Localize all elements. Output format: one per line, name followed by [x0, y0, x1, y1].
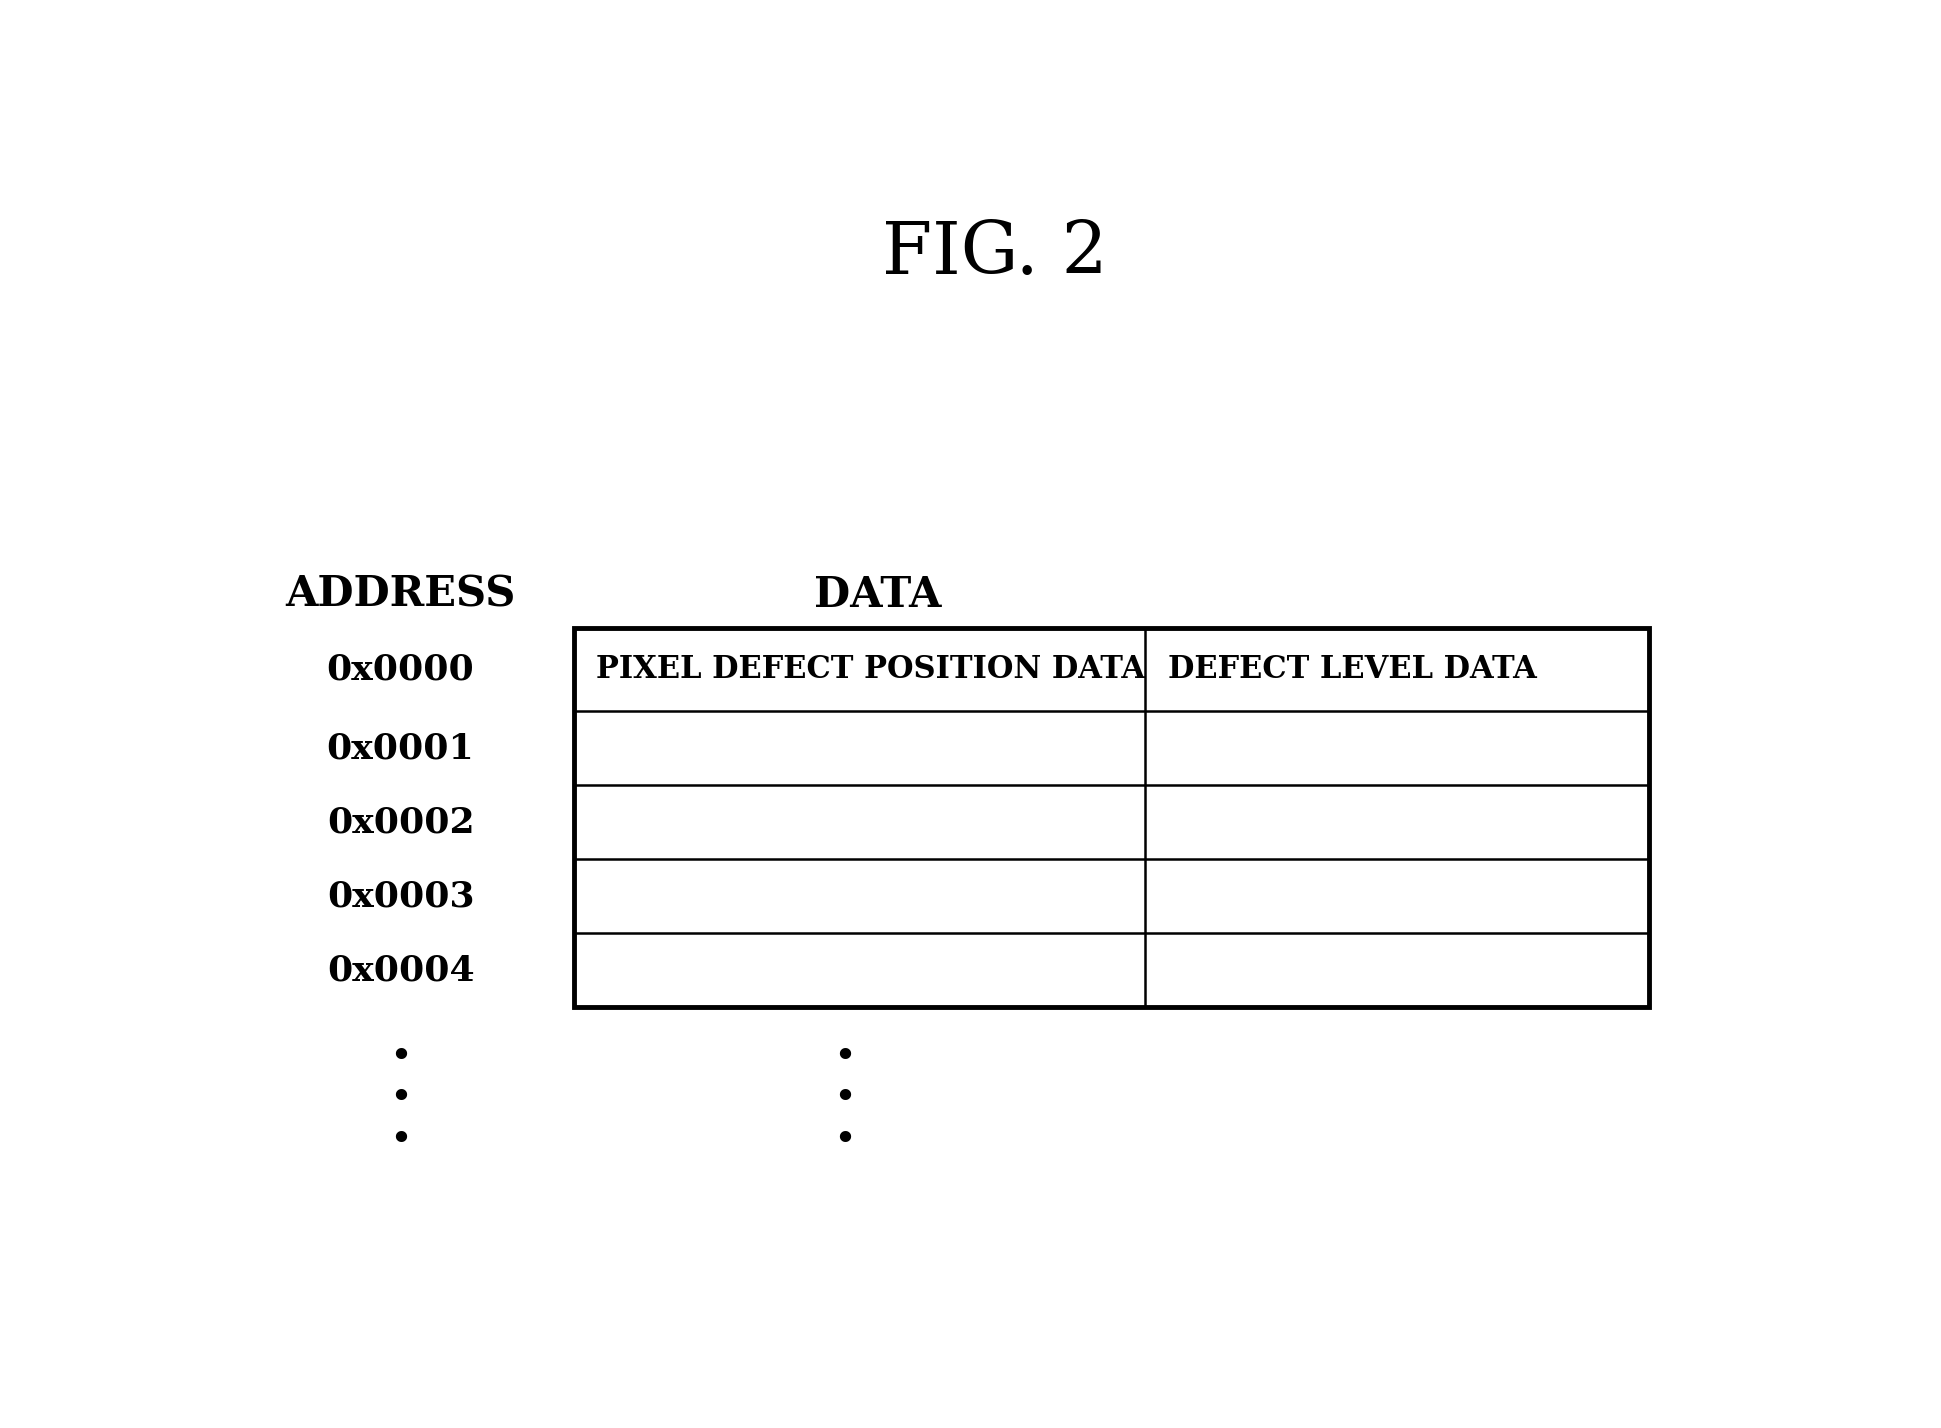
Text: DATA: DATA — [815, 574, 941, 615]
Text: 0x0003: 0x0003 — [326, 880, 474, 912]
Text: •: • — [388, 1121, 411, 1160]
Text: 0x0000: 0x0000 — [326, 653, 474, 687]
Text: 0x0004: 0x0004 — [326, 952, 474, 987]
Text: •: • — [833, 1080, 856, 1117]
Text: FIG. 2: FIG. 2 — [881, 218, 1108, 288]
Text: •: • — [388, 1038, 411, 1075]
Text: •: • — [388, 1080, 411, 1117]
Text: PIXEL DEFECT POSITION DATA: PIXEL DEFECT POSITION DATA — [596, 654, 1145, 685]
Bar — [575, 628, 1650, 1007]
Text: ADDRESS: ADDRESS — [285, 574, 516, 615]
Text: 0x0002: 0x0002 — [326, 805, 474, 840]
Text: DEFECT LEVEL DATA: DEFECT LEVEL DATA — [1168, 654, 1537, 685]
Text: •: • — [833, 1038, 856, 1075]
Text: •: • — [833, 1121, 856, 1160]
Text: 0x0001: 0x0001 — [326, 731, 474, 765]
